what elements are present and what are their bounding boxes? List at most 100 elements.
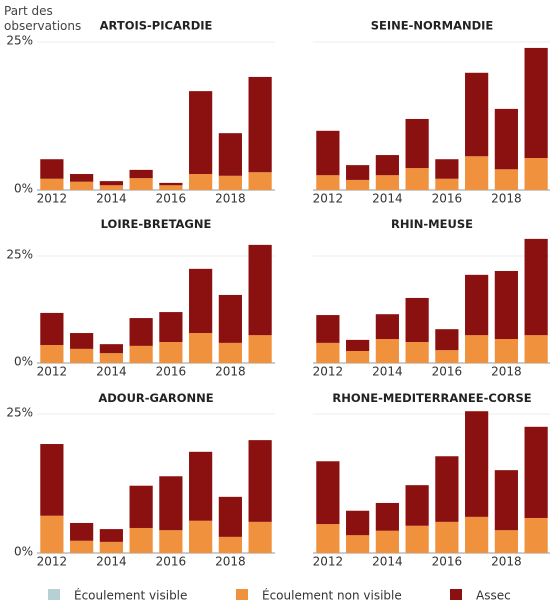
bar-segment xyxy=(159,342,183,363)
bar-segment xyxy=(405,118,429,169)
bar-segment xyxy=(465,516,489,553)
x-tick-label: 2018 xyxy=(215,192,246,206)
bar-segment xyxy=(375,175,399,190)
bar-segment xyxy=(375,155,399,176)
bar-segment xyxy=(189,91,213,175)
bar-segment xyxy=(40,345,64,363)
bar-segment xyxy=(316,524,340,553)
bar-segment xyxy=(524,47,548,159)
bar-segment xyxy=(405,168,429,190)
y-tick-label: 25% xyxy=(6,34,33,48)
x-tick-label: 2012 xyxy=(313,365,344,379)
x-tick-label: 2016 xyxy=(156,192,187,206)
bar-segment xyxy=(218,175,242,190)
x-tick-label: 2016 xyxy=(432,365,463,379)
bar-segment xyxy=(316,130,340,176)
bar-segment xyxy=(346,351,370,363)
bar-segment xyxy=(129,169,153,179)
panel-title: ADOUR-GARONNE xyxy=(98,391,213,405)
y-axis-label: Part des observations xyxy=(4,4,82,33)
bar-segment xyxy=(248,244,272,336)
x-tick-label: 2014 xyxy=(372,192,403,206)
bar-segment xyxy=(346,339,370,352)
y-tick-label: 25% xyxy=(6,248,33,262)
x-tick-label: 2018 xyxy=(215,555,246,569)
x-tick-label: 2018 xyxy=(491,555,522,569)
bar-segment xyxy=(375,339,399,363)
bar-segment xyxy=(375,314,399,340)
x-tick-label: 2018 xyxy=(491,192,522,206)
bar-segment xyxy=(494,169,518,190)
bar-segment xyxy=(405,342,429,363)
y-tick-label: 0% xyxy=(14,355,33,369)
bar-segment xyxy=(405,297,429,343)
bar-segment xyxy=(435,329,459,351)
bar-segment xyxy=(159,182,183,186)
bar-segment xyxy=(129,345,153,363)
bar-segment xyxy=(70,333,94,349)
bar-segment xyxy=(465,335,489,363)
x-tick-label: 2012 xyxy=(37,192,68,206)
bar-segment xyxy=(248,440,272,522)
bar-segment xyxy=(40,159,64,179)
bar-segment xyxy=(465,156,489,190)
bar-segment xyxy=(494,470,518,531)
bar-segment xyxy=(159,530,183,553)
x-tick-label: 2016 xyxy=(432,192,463,206)
x-tick-label: 2012 xyxy=(37,365,68,379)
bar-segment xyxy=(70,174,94,182)
bar-segment xyxy=(248,521,272,553)
bar-segment xyxy=(218,133,242,176)
bar-segment xyxy=(524,517,548,553)
x-tick-label: 2018 xyxy=(215,365,246,379)
bar-segment xyxy=(40,312,64,346)
bar-segment xyxy=(40,444,64,516)
bar-segment xyxy=(435,159,459,179)
x-tick-label: 2018 xyxy=(491,365,522,379)
bar-segment xyxy=(99,353,123,363)
bar-segment xyxy=(218,294,242,343)
bar-segment xyxy=(316,461,340,525)
panel-title: RHIN-MEUSE xyxy=(391,217,473,231)
bar-segment xyxy=(40,515,64,553)
bar-segment xyxy=(218,536,242,553)
x-tick-label: 2014 xyxy=(96,555,127,569)
bar-segment xyxy=(129,527,153,553)
x-tick-label: 2012 xyxy=(313,192,344,206)
bar-segment xyxy=(218,342,242,363)
bar-segment xyxy=(189,451,213,521)
bar-segment xyxy=(189,333,213,363)
legend-swatch xyxy=(450,589,462,600)
bar-segment xyxy=(129,178,153,190)
bar-segment xyxy=(189,520,213,553)
bar-segment xyxy=(70,348,94,363)
bar-segment xyxy=(70,540,94,553)
bar-segment xyxy=(346,179,370,190)
bar-segment xyxy=(159,312,183,343)
bar-segment xyxy=(346,165,370,180)
panel-title: SEINE-NORMANDIE xyxy=(371,19,494,33)
x-tick-label: 2014 xyxy=(96,365,127,379)
x-tick-label: 2016 xyxy=(156,365,187,379)
bar-segment xyxy=(375,530,399,553)
bar-segment xyxy=(465,411,489,517)
legend-label: Assec xyxy=(476,589,511,600)
bar-segment xyxy=(316,342,340,363)
bar-segment xyxy=(70,522,94,541)
bar-segment xyxy=(346,510,370,536)
bar-segment xyxy=(70,181,94,190)
x-tick-label: 2014 xyxy=(96,192,127,206)
bar-segment xyxy=(375,502,399,531)
y-tick-label: 0% xyxy=(14,182,33,196)
bar-segment xyxy=(218,496,242,537)
legend-label: Écoulement non visible xyxy=(262,588,402,600)
bar-segment xyxy=(494,339,518,363)
x-tick-label: 2014 xyxy=(372,365,403,379)
bar-segment xyxy=(189,174,213,190)
bar-segment xyxy=(346,535,370,553)
bar-segment xyxy=(40,178,64,190)
bar-segment xyxy=(465,274,489,336)
bar-segment xyxy=(248,76,272,173)
